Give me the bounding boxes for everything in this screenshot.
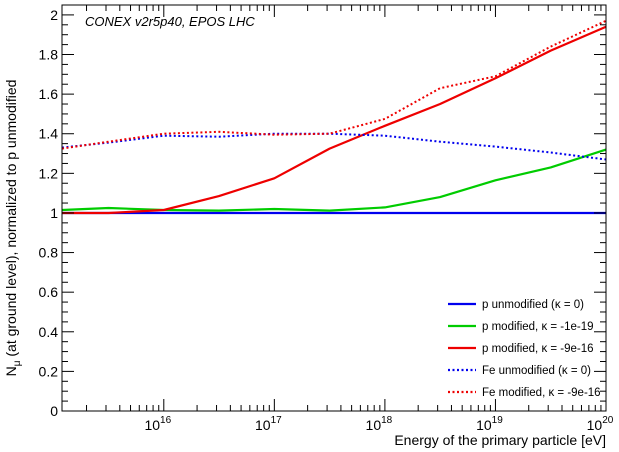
y-tick-label: 2 — [50, 7, 58, 23]
series-layer — [61, 19, 607, 215]
plot-frame-border — [61, 4, 607, 412]
y-axis-title: Nμ (at ground level), normalized to p un… — [3, 80, 23, 377]
legend-label-0: p unmodified (κ = 0) — [482, 299, 584, 311]
legend-label-1: p modified, κ = -1e-19 — [482, 321, 594, 333]
y-tick-label: 0.4 — [39, 324, 59, 340]
y-tick-label: 1.8 — [39, 47, 59, 63]
chart-annotation: CONEX v2r5p40, EPOS LHC — [85, 14, 255, 29]
y-tick-label: 1.4 — [39, 126, 59, 142]
legend: p unmodified (κ = 0) p modified, κ = -1e-… — [448, 299, 601, 399]
y-tick-label: 1 — [50, 205, 58, 221]
x-axis-ticks: 1016 1017 1018 1019 1020 — [86, 5, 614, 433]
y-axis-title-text: (at ground level), normalized to p unmod… — [3, 80, 19, 361]
y-tick-label: 0.6 — [39, 284, 59, 300]
y-axis-title-symbol: N — [3, 366, 19, 376]
y-tick-label: 1.2 — [39, 165, 59, 181]
legend-label-2: p modified, κ = -9e-16 — [482, 343, 594, 355]
x-tick-label: 1020 — [587, 415, 614, 433]
x-tick-label: 1017 — [255, 415, 282, 433]
y-tick-label: 1.6 — [39, 86, 59, 102]
legend-label-4: Fe modified, κ = -9e-16 — [482, 387, 601, 399]
x-tick-label: 1018 — [366, 415, 393, 433]
y-tick-label: 0.2 — [39, 363, 59, 379]
x-axis-title: Energy of the primary particle [eV] — [394, 432, 606, 448]
legend-label-3: Fe unmodified (κ = 0) — [482, 365, 591, 377]
y-axis-ticks: 0 0.2 0.4 0.6 0.8 1 1.2 1.4 1.6 1.8 2 — [39, 4, 606, 419]
plot-frame — [61, 4, 607, 412]
y-axis-title-subscript: μ — [12, 360, 23, 366]
svg-text:Nμ (at ground level), normaliz: Nμ (at ground level), normalized to p un… — [3, 80, 23, 377]
y-tick-label: 0 — [50, 403, 58, 419]
y-tick-label: 0.8 — [39, 245, 59, 261]
x-tick-label: 1016 — [144, 415, 171, 433]
series-line-2 — [62, 25, 607, 215]
x-tick-label: 1019 — [476, 415, 503, 433]
series-line-1 — [61, 148, 607, 212]
